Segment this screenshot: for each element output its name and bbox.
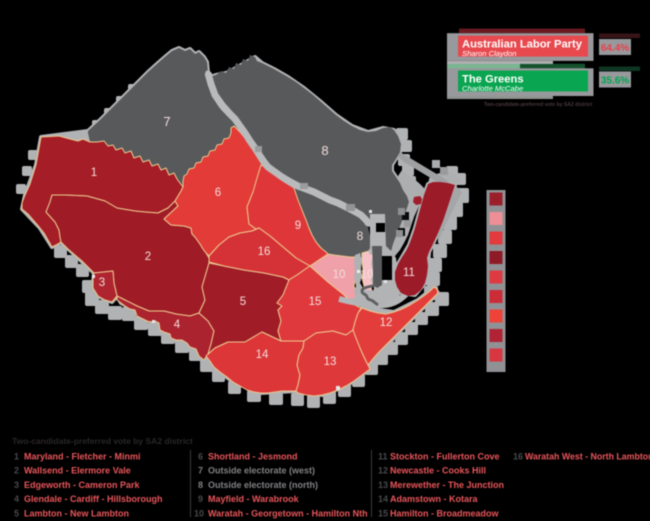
svg-text:3: 3 bbox=[14, 480, 19, 490]
svg-text:35.6%: 35.6% bbox=[601, 76, 629, 87]
svg-text:Lambton - New Lambton: Lambton - New Lambton bbox=[24, 508, 129, 518]
svg-text:13: 13 bbox=[378, 480, 388, 490]
svg-text:The Greens: The Greens bbox=[462, 74, 524, 86]
svg-text:11: 11 bbox=[403, 267, 415, 279]
svg-text:6: 6 bbox=[198, 452, 203, 462]
svg-text:Sharon Claydon: Sharon Claydon bbox=[462, 49, 516, 58]
svg-text:Hamilton - Broadmeadow: Hamilton - Broadmeadow bbox=[390, 508, 500, 518]
svg-text:2: 2 bbox=[145, 251, 151, 263]
svg-text:Australian Labor Party: Australian Labor Party bbox=[462, 39, 583, 51]
svg-text:Two-candidate-preferred vote b: Two-candidate-preferred vote by SA2 dist… bbox=[484, 102, 593, 108]
svg-text:Mayfield - Warabrook: Mayfield - Warabrook bbox=[208, 494, 300, 504]
svg-text:11: 11 bbox=[378, 452, 388, 462]
svg-text:Glendale - Cardiff - Hillsboro: Glendale - Cardiff - Hillsborough bbox=[24, 494, 163, 504]
svg-text:5: 5 bbox=[240, 296, 246, 308]
svg-text:15: 15 bbox=[309, 296, 322, 308]
svg-text:4: 4 bbox=[174, 319, 181, 331]
svg-text:Charlotte McCabe: Charlotte McCabe bbox=[462, 84, 523, 93]
svg-text:Waratah - Georgetown - Hamilto: Waratah - Georgetown - Hamilton Nth bbox=[208, 508, 368, 518]
svg-text:Newcastle - Cooks Hill: Newcastle - Cooks Hill bbox=[390, 466, 486, 476]
svg-text:Shortland - Jesmond: Shortland - Jesmond bbox=[208, 452, 298, 462]
svg-text:15: 15 bbox=[378, 508, 388, 518]
svg-text:2: 2 bbox=[14, 466, 19, 476]
svg-text:Wallsend - Elermore Vale: Wallsend - Elermore Vale bbox=[24, 466, 131, 476]
svg-text:13: 13 bbox=[324, 356, 337, 368]
svg-text:6: 6 bbox=[215, 187, 221, 199]
svg-text:4: 4 bbox=[14, 494, 19, 504]
svg-text:9: 9 bbox=[198, 494, 203, 504]
svg-text:Two-candidate-preferred vote b: Two-candidate-preferred vote by SA2 dist… bbox=[12, 436, 193, 446]
svg-text:12: 12 bbox=[378, 466, 388, 476]
svg-text:10: 10 bbox=[194, 508, 204, 518]
svg-text:16: 16 bbox=[258, 246, 271, 258]
svg-text:12: 12 bbox=[380, 317, 393, 329]
svg-text:14: 14 bbox=[378, 494, 388, 504]
svg-text:10: 10 bbox=[361, 269, 374, 281]
svg-text:1: 1 bbox=[91, 167, 97, 179]
svg-text:Adamstown - Kotara: Adamstown - Kotara bbox=[390, 494, 479, 504]
svg-text:10: 10 bbox=[333, 269, 346, 281]
svg-text:8: 8 bbox=[357, 229, 364, 243]
svg-text:9: 9 bbox=[295, 220, 301, 232]
svg-text:Outside electorate (north): Outside electorate (north) bbox=[208, 480, 318, 490]
svg-text:8: 8 bbox=[321, 143, 328, 158]
svg-text:Merewether - The Junction: Merewether - The Junction bbox=[390, 480, 504, 490]
svg-text:Waratah West - North Lambton: Waratah West - North Lambton bbox=[525, 452, 650, 462]
svg-text:Maryland - Fletcher - Minmi: Maryland - Fletcher - Minmi bbox=[24, 452, 141, 462]
svg-text:Stockton - Fullerton Cove: Stockton - Fullerton Cove bbox=[390, 452, 500, 462]
svg-text:8: 8 bbox=[198, 480, 203, 490]
svg-text:14: 14 bbox=[256, 349, 269, 361]
svg-text:5: 5 bbox=[14, 508, 19, 518]
svg-text:64.4%: 64.4% bbox=[601, 43, 629, 54]
svg-text:1: 1 bbox=[14, 452, 19, 462]
svg-text:7: 7 bbox=[198, 466, 203, 476]
svg-text:Edgeworth - Cameron Park: Edgeworth - Cameron Park bbox=[24, 480, 141, 490]
svg-text:7: 7 bbox=[163, 114, 170, 129]
svg-text:16: 16 bbox=[513, 452, 523, 462]
svg-text:Outside electorate (west): Outside electorate (west) bbox=[208, 466, 315, 476]
svg-text:3: 3 bbox=[99, 277, 105, 289]
